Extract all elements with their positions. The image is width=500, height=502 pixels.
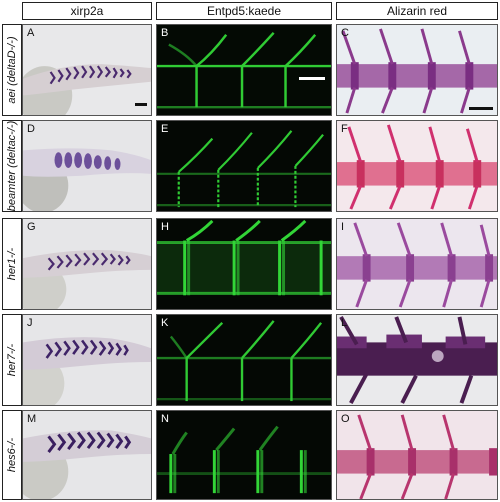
kaede-fluorescence-image bbox=[157, 320, 331, 402]
panel-letter: F bbox=[341, 123, 348, 135]
embryo-stain-image bbox=[23, 64, 151, 115]
embryo-stain-image bbox=[23, 148, 151, 211]
embryo-stain-image bbox=[23, 430, 151, 499]
column-header-xirp2a: xirp2a bbox=[22, 2, 152, 20]
kaede-fluorescence-image bbox=[157, 130, 331, 208]
panel-letter: K bbox=[161, 317, 169, 329]
panel-letter: N bbox=[161, 413, 169, 425]
column-header-entpd5-kaede: Entpd5:kaede bbox=[156, 2, 332, 20]
row-label-aei: aei (deltaD-/-) bbox=[2, 24, 22, 116]
panel-D-xirp2a: D bbox=[22, 120, 152, 212]
alizarin-stain-image bbox=[337, 315, 497, 404]
kaede-fluorescence-image bbox=[157, 219, 331, 296]
alizarin-stain-image bbox=[337, 124, 497, 210]
scale-bar bbox=[469, 107, 493, 110]
panel-letter: C bbox=[341, 27, 349, 39]
panel-letter: B bbox=[161, 27, 169, 39]
panel-O-alizarin-red: O bbox=[336, 410, 498, 500]
panel-F-alizarin-red: F bbox=[336, 120, 498, 212]
panel-N-entpd5-kaede: N bbox=[156, 410, 332, 500]
panel-letter: L bbox=[341, 317, 348, 329]
panel-M-xirp2a: M bbox=[22, 410, 152, 500]
column-header-alizarin-red: Alizarin red bbox=[336, 2, 498, 20]
scale-bar bbox=[299, 77, 325, 80]
kaede-fluorescence-image bbox=[157, 32, 331, 109]
panel-E-entpd5-kaede: E bbox=[156, 120, 332, 212]
alizarin-stain-image bbox=[337, 28, 497, 114]
panel-I-alizarin-red: I bbox=[336, 218, 498, 310]
kaede-fluorescence-image bbox=[157, 425, 331, 494]
row-label-her1: her1-/- bbox=[2, 218, 22, 310]
panel-G-xirp2a: G bbox=[22, 218, 152, 310]
panel-K-entpd5-kaede: K bbox=[156, 314, 332, 406]
row-label-beamter: beamter (deltac-/-) bbox=[2, 120, 22, 212]
panel-letter: D bbox=[27, 123, 35, 135]
embryo-stain-image bbox=[23, 337, 151, 405]
embryo-stain-image bbox=[23, 249, 151, 309]
panel-H-entpd5-kaede: H bbox=[156, 218, 332, 310]
panel-letter: G bbox=[27, 221, 36, 233]
panel-letter: O bbox=[341, 413, 350, 425]
alizarin-stain-image bbox=[337, 222, 497, 308]
panel-A-xirp2a: A bbox=[22, 24, 152, 116]
panel-letter: J bbox=[27, 317, 33, 329]
panel-B-entpd5-kaede: B bbox=[156, 24, 332, 116]
panel-letter: E bbox=[161, 123, 169, 135]
panel-letter: H bbox=[161, 221, 169, 233]
scale-bar bbox=[135, 103, 147, 106]
panel-letter: I bbox=[341, 221, 345, 233]
panel-L-alizarin-red: L bbox=[336, 314, 498, 406]
panel-C-alizarin-red: C bbox=[336, 24, 498, 116]
panel-letter: A bbox=[27, 27, 35, 39]
row-label-her7: her7-/- bbox=[2, 314, 22, 406]
alizarin-stain-image bbox=[337, 414, 497, 499]
panel-J-xirp2a: J bbox=[22, 314, 152, 406]
row-label-hes6: hes6-/- bbox=[2, 410, 22, 500]
panel-letter: M bbox=[27, 413, 37, 425]
